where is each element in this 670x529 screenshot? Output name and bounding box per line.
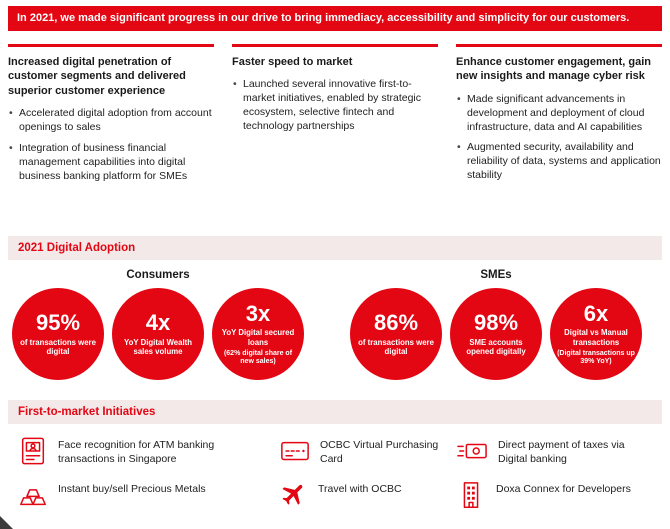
column-speed-to-market: Faster speed to market Launched several … (232, 44, 438, 226)
section-title-initiatives: First-to-market Initiatives (8, 400, 662, 425)
bullet-item: Launched several innovative first-to-mar… (233, 78, 438, 133)
stat-circles: 95% of transactions were digital 4x YoY … (12, 288, 304, 381)
stat-value: 98% (473, 310, 519, 336)
stat-circle: 98% SME accounts opened digitally (450, 288, 542, 381)
stat-circle: 3x YoY Digital secured loans (62% digita… (212, 288, 304, 381)
initiative-item: Face recognition for ATM banking transac… (18, 436, 266, 466)
report-page: In 2021, we made significant progress in… (0, 0, 670, 510)
initiative-label: Travel with OCBC (318, 483, 402, 496)
column-heading: Increased digital penetration of custome… (8, 56, 186, 97)
bullet-item: Augmented security, availability and rel… (457, 141, 662, 183)
initiative-item: Direct payment of taxes via Digital bank… (456, 436, 652, 466)
stat-circle: 95% of transactions were digital (12, 288, 104, 381)
stat-desc: of transactions were digital (358, 337, 434, 357)
stat-value: 3x (245, 301, 271, 327)
section-title-digital-adoption: 2021 Digital Adoption (8, 236, 662, 261)
column-customer-engagement: Enhance customer engagement, gain new in… (456, 44, 662, 226)
group-label: SMEs (480, 269, 512, 282)
plane-icon (280, 480, 308, 508)
initiative-item: Travel with OCBC (280, 480, 442, 510)
stat-subtext: (62% digital share of new sales) (223, 349, 293, 365)
highlight-columns: Increased digital penetration of custome… (8, 44, 662, 226)
stat-circle: 6x Digital vs Manual transactions (Digit… (550, 288, 642, 381)
stat-value: 95% (35, 310, 81, 336)
initiative-item: OCBC Virtual Purchasing Card (280, 436, 442, 466)
initiative-item: Doxa Connex for Developers (456, 480, 652, 510)
stat-value: 86% (373, 310, 419, 336)
bullet-item: Made significant advancements in develop… (457, 93, 662, 135)
stat-value: 4x (145, 310, 171, 336)
cash-speed-icon (456, 436, 488, 466)
bullet-list: Accelerated digital adoption from accoun… (8, 107, 214, 183)
bullet-item: Integration of business financial manage… (9, 142, 214, 184)
initiative-label: OCBC Virtual Purchasing Card (320, 439, 439, 465)
stat-desc: Digital vs Manual transactions (564, 328, 628, 347)
column-heading: Faster speed to market (232, 56, 353, 69)
bullet-list: Launched several innovative first-to-mar… (232, 78, 438, 133)
stat-circle: 4x YoY Digital Wealth sales volume (112, 288, 204, 381)
initiative-label: Doxa Connex for Developers (496, 483, 631, 496)
building-icon (456, 480, 486, 510)
atm-icon (18, 436, 48, 466)
bullet-item: Accelerated digital adoption from accoun… (9, 107, 214, 135)
stat-value: 6x (583, 301, 609, 327)
stat-circle: 86% of transactions were digital (350, 288, 442, 381)
card-icon (280, 436, 310, 466)
column-digital-penetration: Increased digital penetration of custome… (8, 44, 214, 226)
initiatives-grid: Face recognition for ATM banking transac… (8, 436, 662, 510)
headline-banner: In 2021, we made significant progress in… (8, 6, 662, 32)
page-corner-fold (0, 516, 13, 529)
group-smes: SMEs 86% of transactions were digital 98… (350, 260, 642, 381)
stat-circles: 86% of transactions were digital 98% SME… (350, 288, 642, 381)
stat-desc: YoY Digital Wealth sales volume (123, 337, 193, 357)
bullet-list: Made significant advancements in develop… (456, 93, 662, 183)
initiative-label: Direct payment of taxes via Digital bank… (498, 439, 625, 465)
initiative-item: Instant buy/sell Precious Metals (18, 480, 266, 510)
initiative-label: Instant buy/sell Precious Metals (58, 483, 206, 496)
column-heading: Enhance customer engagement, gain new in… (456, 56, 651, 83)
stat-subtext: (Digital transactions up 39% YoY) (557, 349, 635, 365)
initiative-label: Face recognition for ATM banking transac… (58, 439, 215, 465)
group-consumers: Consumers 95% of transactions were digit… (12, 260, 304, 381)
group-label: Consumers (126, 269, 190, 282)
gold-bars-icon (18, 480, 48, 510)
stat-desc: YoY Digital secured loans (221, 328, 295, 347)
adoption-groups: Consumers 95% of transactions were digit… (8, 260, 662, 381)
stat-desc: of transactions were digital (20, 337, 96, 357)
stat-desc: SME accounts opened digitally (466, 337, 526, 357)
